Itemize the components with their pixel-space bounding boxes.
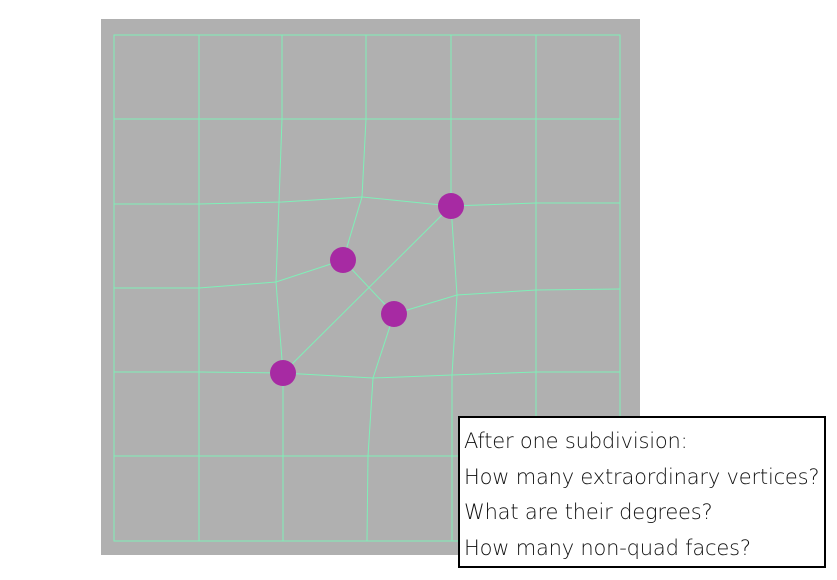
mesh-edge-v3 xyxy=(342,35,367,261)
question-item: How many extraordinary vertices? xyxy=(464,464,820,489)
highlighted-vertex xyxy=(330,247,356,273)
mesh-edge-v3b xyxy=(366,313,395,542)
mesh-edge-v4 xyxy=(450,35,458,541)
question-box: After one subdivision: How many extraord… xyxy=(458,416,826,568)
highlighted-vertex xyxy=(438,193,464,219)
mesh-edge-h3b xyxy=(393,288,621,315)
question-title: After one subdivision: xyxy=(464,429,688,453)
mesh-edge-inner-2 xyxy=(282,205,452,374)
question-item: How many non-quad faces? xyxy=(464,535,751,560)
mesh-edge-h3 xyxy=(114,259,344,289)
extraordinary-vertices xyxy=(270,193,464,386)
question-item: What are their degrees? xyxy=(464,500,713,524)
highlighted-vertex xyxy=(270,360,296,386)
mesh-edge-v2 xyxy=(275,35,284,541)
highlighted-vertex xyxy=(381,301,407,327)
